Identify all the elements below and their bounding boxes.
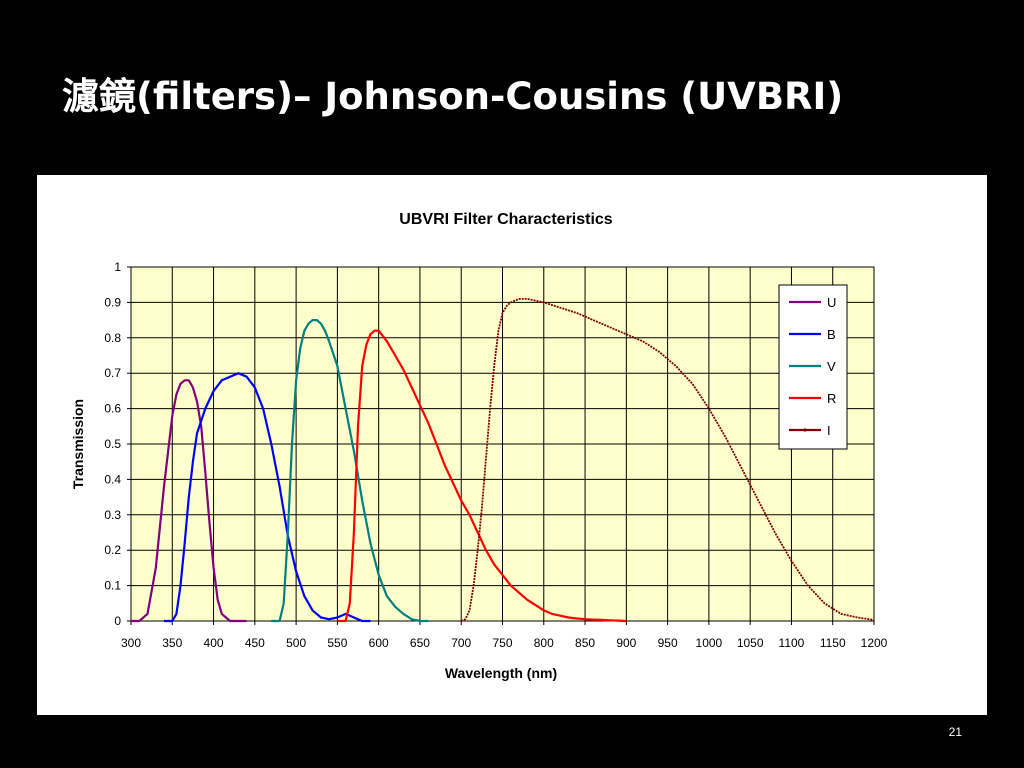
series-line-B [164,372,371,623]
x-tick-label: 1200 [861,636,888,650]
x-tick-label: 300 [121,636,141,650]
x-tick-label: 950 [658,636,678,650]
series-line-V [271,319,429,623]
legend-label-I: I [827,423,831,438]
legend-label-U: U [827,295,836,310]
x-tick-label: 450 [245,636,265,650]
x-tick-label: 800 [534,636,554,650]
y-tick-label: 0.5 [104,437,121,451]
x-tick-label: 650 [410,636,430,650]
series-line-I [460,298,875,622]
x-tick-label: 1000 [696,636,723,650]
y-tick-label: 0.6 [104,402,121,416]
series-line-U [131,379,247,623]
x-tick-label: 350 [162,636,182,650]
legend-label-R: R [827,391,836,406]
filter-characteristics-chart: UBVRI Filter Characteristics Transmissio… [70,211,888,681]
x-tick-label: 1150 [820,636,846,650]
x-tick-label: 700 [451,636,471,650]
series-line-R [337,329,627,623]
x-tick-label: 500 [286,636,306,650]
chart-panel: UBVRI Filter Characteristics Transmissio… [37,175,987,715]
x-tick-label: 750 [492,636,512,650]
y-tick-label: 0.4 [104,472,121,486]
x-tick-label: 550 [327,636,347,650]
y-tick-label: 0.8 [104,331,121,345]
y-tick-label: 0.2 [104,543,121,557]
page-number: 21 [948,725,962,739]
x-tick-label: 1050 [737,636,764,650]
legend-label-B: B [827,327,836,342]
x-tick-label: 850 [575,636,595,650]
y-tick-label: 0.9 [104,295,121,309]
chart-title: UBVRI Filter Characteristics [399,211,613,228]
legend-label-V: V [827,359,836,374]
x-tick-label: 400 [204,636,224,650]
y-tick-label: 0.7 [104,366,121,380]
y-tick-label: 0.3 [104,508,121,522]
legend-marker-I [803,428,807,432]
y-tick-label: 0.1 [104,579,121,593]
x-tick-label: 1100 [779,636,805,650]
y-axis-label: Transmission [70,399,86,489]
x-tick-label: 900 [616,636,636,650]
y-tick-label: 1 [114,260,121,274]
x-axis-label: Wavelength (nm) [445,665,557,681]
y-tick-label: 0 [114,614,121,628]
slide-title: 濾鏡(filters)– Johnson-Cousins (UVBRI) [62,75,844,118]
legend: U B V R I [778,284,848,450]
x-tick-label: 600 [369,636,389,650]
